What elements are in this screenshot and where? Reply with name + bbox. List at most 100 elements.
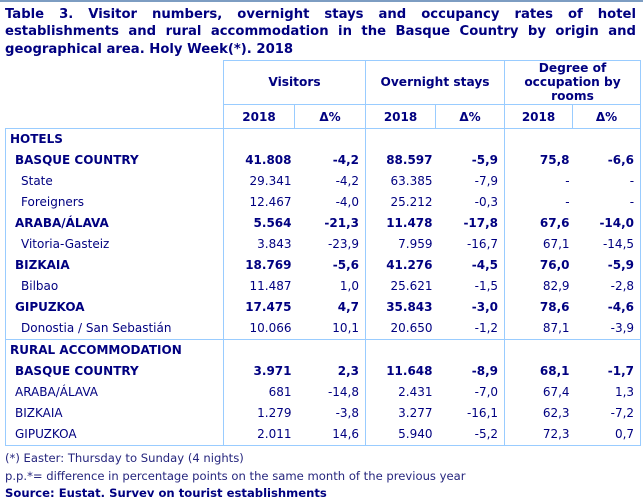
cell-value: 1.279 xyxy=(257,406,292,421)
cell-value: 1,0 xyxy=(339,279,360,294)
cell-value: 7.959 xyxy=(365,234,436,256)
table-row: BIZKAIA 18.769 -5,6 41.276 -4,5 76,0 -5,9 xyxy=(5,255,642,277)
cell-value: 3.843 xyxy=(257,237,292,252)
table-row: ARABA/ÁLAVA 681 -14,8 2.431 -7,0 67,4 1,3 xyxy=(5,382,642,404)
cell-value: 35.843 xyxy=(365,297,436,319)
cell-value: -3,8 xyxy=(335,406,360,421)
cell-value xyxy=(572,339,642,362)
cell-value: 88.597 xyxy=(365,150,436,172)
cell-value: -5,2 xyxy=(435,424,505,447)
cell-value xyxy=(365,128,436,151)
cell-value: -4,2 xyxy=(335,174,360,189)
cell-value: -21,3 xyxy=(324,216,360,231)
table-row: BIZKAIA 1.279 -3,8 3.277 -16,1 62,3 -7,2 xyxy=(5,403,642,425)
cell-value: -4,2 xyxy=(332,153,360,168)
column-group-visitors: Visitors xyxy=(222,60,367,106)
cell-value: 68,1 xyxy=(504,361,573,383)
statistics-table: Visitors Overnight stays Degree of occup… xyxy=(5,60,642,447)
row-label: State xyxy=(5,171,224,193)
cell-value: -14,5 xyxy=(572,234,642,256)
cell-value: 17.475 xyxy=(245,300,292,315)
cell-value: -7,0 xyxy=(474,385,499,400)
cell-value: 41.276 xyxy=(365,255,436,277)
cell-value: 4,7 xyxy=(337,300,360,315)
cell-value: -14,0 xyxy=(572,213,642,235)
cell-value: 67,4 xyxy=(504,382,573,404)
cell-value xyxy=(436,129,505,151)
cell-value: -7,9 xyxy=(474,174,499,189)
cell-value: 11.487 xyxy=(249,279,292,294)
row-label: Vitoria-Gasteiz xyxy=(5,234,224,256)
cell-value: 72,3 xyxy=(504,424,573,447)
cell-value: -5,9 xyxy=(471,153,499,168)
table-row: RURAL ACCOMMODATION xyxy=(5,339,642,362)
cell-value: 2.431 xyxy=(365,382,436,404)
cell-value: -3,0 xyxy=(471,300,499,315)
row-label: RURAL ACCOMMODATION xyxy=(5,339,224,362)
cell-value: 5.940 xyxy=(365,424,436,447)
cell-value xyxy=(435,339,505,362)
source-line: Source: Eustat. Survey on tourist establ… xyxy=(5,486,327,497)
cell-value: -4,5 xyxy=(471,258,499,273)
cell-value: 29.341 xyxy=(249,174,292,189)
cell-value: -1,7 xyxy=(572,361,642,383)
cell-value: -5,9 xyxy=(572,255,642,277)
cell-value: -16,1 xyxy=(466,406,499,421)
cell-value: -14,8 xyxy=(327,385,360,400)
table-row: Donostia / San Sebastián 10.066 10,1 20.650… xyxy=(5,318,642,340)
cell-value: 87,1 xyxy=(504,318,573,340)
column-group-overnight-stays: Overnight stays xyxy=(365,60,506,106)
cell-value: 681 xyxy=(268,385,292,400)
cell-value xyxy=(295,129,366,151)
cell-value xyxy=(504,128,573,151)
row-label: Bilbao xyxy=(5,276,224,298)
cell-value: - xyxy=(572,192,642,214)
cell-value: -1,5 xyxy=(474,279,499,294)
sub-header-delta: Δ% xyxy=(435,104,506,130)
cell-value: 20.650 xyxy=(365,318,436,340)
top-rule xyxy=(0,0,643,2)
cell-value: -6,6 xyxy=(572,150,642,172)
cell-value: - xyxy=(504,171,573,193)
cell-value xyxy=(572,128,642,151)
cell-value xyxy=(504,339,573,362)
row-label: BASQUE COUNTRY xyxy=(5,150,224,172)
cell-value xyxy=(294,339,366,362)
cell-value: -0,3 xyxy=(474,195,499,210)
table-row: GIPUZKOA 2.011 14,6 5.940 -5,2 72,3 0,7 xyxy=(5,424,642,447)
cell-value: -17,8 xyxy=(463,216,499,231)
cell-value: 10,1 xyxy=(332,321,360,336)
sub-header-delta: Δ% xyxy=(572,104,642,130)
column-group-occupation: Degree of occupation by rooms xyxy=(504,60,642,106)
row-label: Donostia / San Sebastián xyxy=(5,318,224,340)
row-label: ARABA/ÁLAVA xyxy=(5,382,224,404)
cell-value: -4,0 xyxy=(335,195,360,210)
cell-value: -4,6 xyxy=(572,297,642,319)
footnote-pp: p.p.*= difference in percentage points o… xyxy=(5,468,466,483)
cell-value xyxy=(365,339,436,362)
cell-value: 14,6 xyxy=(294,424,366,447)
row-label: HOTELS xyxy=(5,128,224,151)
table-row: Vitoria-Gasteiz 3.843 -23,9 7.959 -16,7 67,1-… xyxy=(5,234,642,256)
cell-value: 82,9 xyxy=(504,276,573,298)
cell-value: 5.564 xyxy=(253,216,292,231)
cell-value: 18.769 xyxy=(245,258,292,273)
sub-header-row: 2018 Δ% 2018 Δ% 2018 Δ% xyxy=(6,104,642,130)
sub-header-delta: Δ% xyxy=(293,104,367,130)
cell-value: - xyxy=(504,192,573,214)
cell-value: 3.277 xyxy=(365,403,436,425)
cell-value: -2,8 xyxy=(572,276,642,298)
cell-value: -7,2 xyxy=(572,403,642,425)
table-row: GIPUZKOA 17.475 4,7 35.843 -3,0 78,6 -4,6 xyxy=(5,297,642,319)
sub-header-2018: 2018 xyxy=(365,104,437,130)
table-row: HOTELS xyxy=(5,128,642,151)
sub-header-2018: 2018 xyxy=(504,104,574,130)
cell-value: -3,9 xyxy=(572,318,642,340)
cell-value: 41.808 xyxy=(245,153,292,168)
cell-value: -1,2 xyxy=(474,321,499,336)
table-row: Foreigners 12.467 -4,0 25.212 -0,3- - xyxy=(5,192,642,214)
footnotes: (*) Easter: Thursday to Sunday (4 nights… xyxy=(5,450,643,497)
cell-value: -16,7 xyxy=(466,237,499,252)
cell-value xyxy=(224,129,295,151)
row-label: BIZKAIA xyxy=(5,403,224,425)
